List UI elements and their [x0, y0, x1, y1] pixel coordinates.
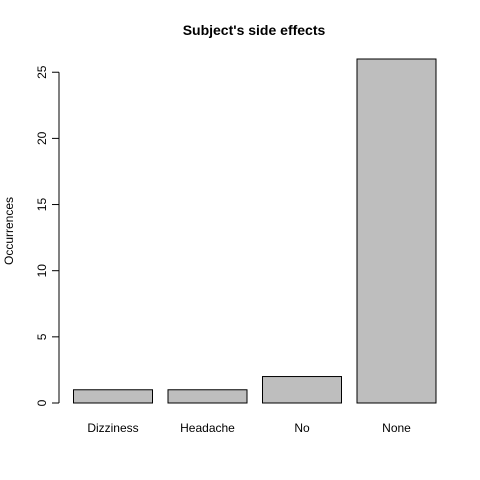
bar-headache: [167, 389, 248, 404]
category-label-none: None: [382, 421, 411, 435]
chart-title: Subject's side effects: [183, 22, 326, 38]
bar-dizziness: [73, 389, 153, 404]
y-axis-ticks: 0 5 10 15 20 25: [35, 65, 59, 406]
y-tick-label: 25: [35, 65, 49, 79]
y-tick-label: 5: [35, 333, 49, 340]
y-tick-label: 15: [35, 198, 49, 212]
category-labels: Dizziness Headache No None: [87, 421, 411, 435]
y-axis-label: Occurrences: [2, 197, 16, 265]
category-label-dizziness: Dizziness: [87, 421, 138, 435]
y-tick-label: 10: [35, 264, 49, 278]
bars: [73, 58, 437, 404]
bar-no: [262, 376, 342, 404]
y-tick-label: 0: [35, 399, 49, 406]
y-tick-label: 20: [35, 131, 49, 145]
category-label-no: No: [294, 421, 310, 435]
category-label-headache: Headache: [180, 421, 235, 435]
bar-none: [356, 58, 437, 404]
